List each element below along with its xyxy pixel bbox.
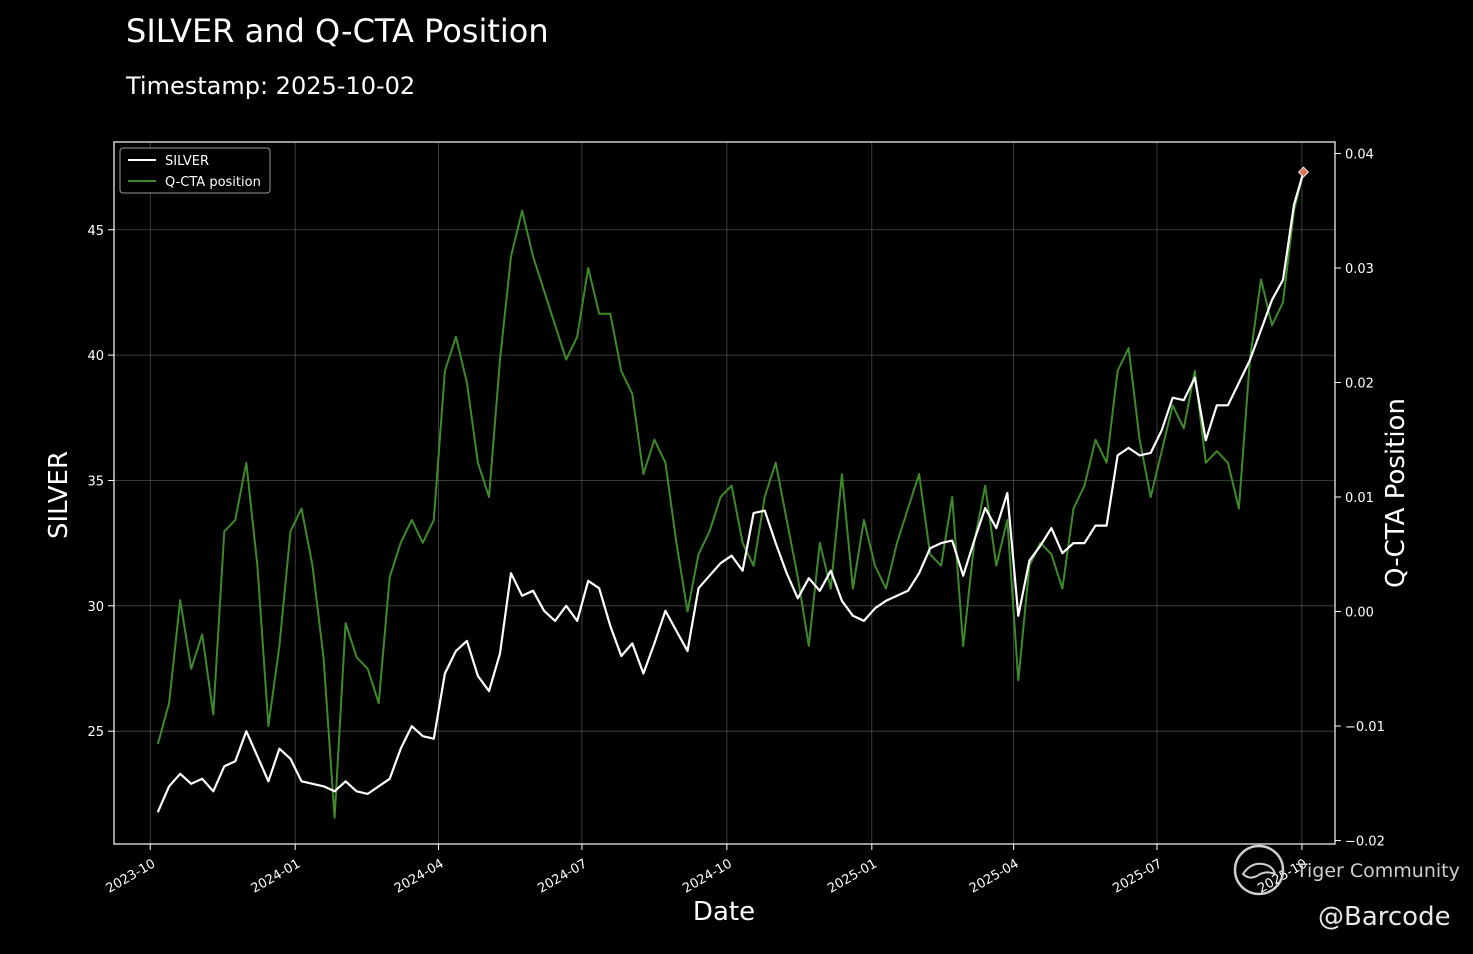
y-tick-label-left: 40 [87, 349, 104, 364]
x-tick-label: 2025-01 [825, 856, 880, 896]
y-tick-label-right: −0.02 [1345, 835, 1385, 850]
y-tick-label-left: 45 [87, 224, 104, 239]
axis-ticks: 2023-10 2024-01 2024-04 2024-07 2024-10 2025-… [87, 147, 1384, 896]
x-tick-label: 2024-04 [392, 856, 447, 896]
legend-box [119, 147, 271, 194]
y-tick-label-right: −0.01 [1345, 720, 1385, 735]
y-tick-label-right: 0.03 [1345, 262, 1374, 277]
grid-lines [114, 142, 1335, 844]
y-tick-label-left: 30 [87, 600, 104, 615]
y-tick-label-right: 0.02 [1345, 376, 1374, 391]
x-tick-label: 2024-10 [680, 856, 735, 896]
x-tick-label: 2023-10 [104, 856, 159, 896]
legend-label-silver: SILVER [165, 154, 209, 169]
y-tick-label-left: 25 [87, 725, 104, 740]
x-tick-label: 2025-04 [967, 856, 1022, 896]
legend-label-qcta: Q-CTA position [165, 175, 261, 190]
y-tick-label-left: 35 [87, 474, 104, 489]
chart-subtitle: Timestamp: 2025-10-02 [126, 72, 416, 100]
plot-frame [113, 141, 1336, 845]
x-tick-label: 2024-07 [535, 856, 590, 896]
y-tick-label-right: 0.04 [1345, 147, 1374, 162]
chart-title: SILVER and Q-CTA Position [126, 12, 549, 50]
y-tick-label-right: 0.01 [1345, 491, 1374, 506]
latest-value-marker [1297, 166, 1310, 178]
series-line-qcta [157, 169, 1305, 819]
watermark-text: Tiger Community [1296, 860, 1460, 882]
y-tick-label-right: 0.00 [1345, 606, 1374, 621]
y-axis-label-left: SILVER [44, 451, 74, 539]
series-layer [157, 166, 1310, 819]
x-tick-label: 2024-01 [249, 856, 304, 896]
tiger-logo-icon [1233, 844, 1285, 896]
x-axis-label: Date [693, 897, 755, 927]
x-tick-label: 2025-07 [1110, 856, 1165, 896]
series-line-silver [157, 171, 1305, 813]
y-axis-label-right: Q-CTA Position [1381, 398, 1411, 588]
legend: SILVER Q-CTA position [119, 147, 271, 194]
watermark-handle: @Barcode [1318, 902, 1451, 932]
